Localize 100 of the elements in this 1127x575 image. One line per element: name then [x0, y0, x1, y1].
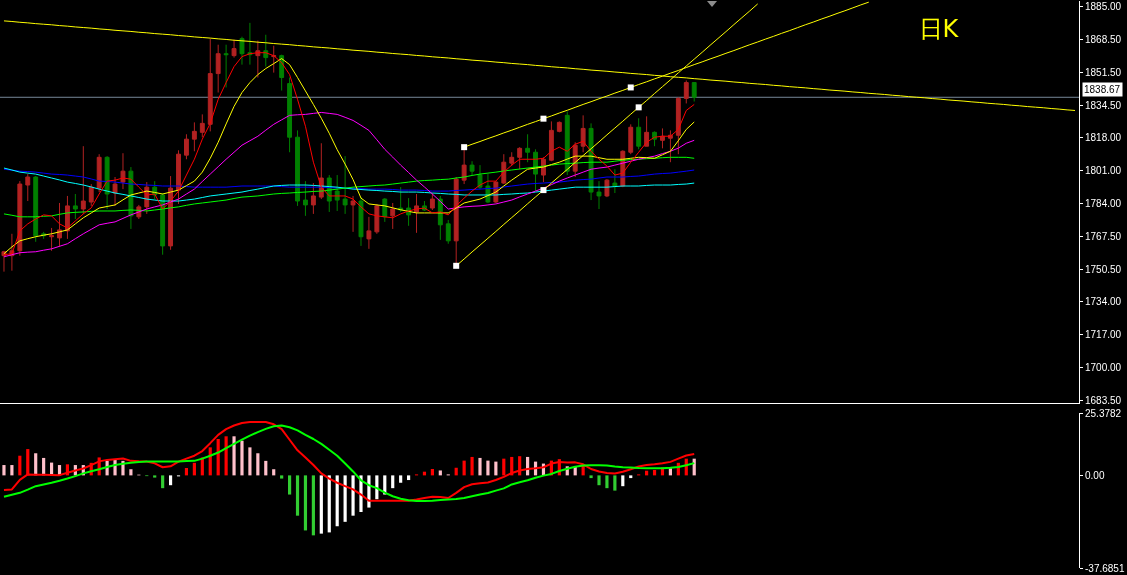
candlestick	[390, 202, 396, 230]
candlestick	[429, 192, 435, 211]
bar	[391, 475, 395, 489]
candlestick	[366, 216, 372, 250]
bar	[256, 453, 260, 476]
bar	[161, 475, 165, 489]
y-tick-label: -37.6851	[1085, 562, 1125, 574]
bar	[303, 475, 308, 531]
y-tick-label: 1801.00	[1085, 165, 1122, 177]
candlestick	[199, 113, 205, 138]
candlestick	[207, 38, 213, 132]
candlestick	[176, 149, 181, 205]
candlestick	[644, 115, 650, 147]
bar	[248, 447, 252, 476]
y-tick-label: 1868.50	[1085, 33, 1122, 45]
bar	[597, 475, 601, 486]
bar	[502, 458, 506, 476]
bar	[129, 469, 133, 476]
candlestick	[445, 219, 451, 245]
bar	[264, 460, 268, 476]
candlestick	[683, 79, 689, 104]
y-tick-label: 1784.00	[1085, 198, 1122, 210]
candlestick	[612, 168, 618, 194]
candlestick	[295, 129, 300, 207]
bar	[343, 475, 347, 522]
point	[635, 104, 642, 111]
bar	[327, 475, 331, 533]
bar	[240, 440, 244, 476]
text: 日K	[918, 14, 960, 43]
bar	[272, 469, 276, 476]
candlestick	[104, 155, 110, 210]
candlestick	[25, 173, 31, 202]
point	[627, 84, 634, 91]
bar	[335, 475, 339, 527]
y-tick-label: 1683.50	[1085, 394, 1122, 406]
candlestick	[374, 203, 380, 235]
candlestick	[96, 153, 102, 193]
bar	[351, 475, 355, 516]
bar	[311, 475, 315, 536]
bar	[407, 475, 411, 481]
y-tick-label: 1750.50	[1085, 263, 1122, 275]
candlestick	[247, 22, 253, 66]
bar	[192, 462, 196, 476]
candlestick	[342, 155, 348, 215]
point	[540, 187, 547, 194]
candlestick	[57, 202, 62, 248]
bar	[2, 465, 6, 476]
candlestick	[660, 127, 665, 149]
bar	[288, 475, 292, 495]
bar	[629, 475, 633, 479]
y-tick-label: 1734.00	[1085, 296, 1122, 308]
candlestick	[310, 182, 316, 215]
candlestick	[49, 227, 55, 252]
y-tick-label: 25.3782	[1085, 407, 1122, 419]
candlestick	[72, 193, 78, 220]
bar	[18, 455, 22, 476]
candlestick	[33, 175, 39, 243]
candlestick	[255, 40, 261, 78]
candlestick	[525, 133, 531, 163]
candlestick	[469, 160, 475, 176]
line-series	[3, 111, 695, 258]
y-tick-label: 1851.50	[1085, 66, 1122, 78]
bar	[478, 457, 482, 476]
candlestick	[453, 176, 459, 267]
candlestick	[604, 178, 610, 198]
bar	[153, 475, 157, 478]
candlestick	[628, 123, 634, 155]
y-tick-label: 1834.50	[1085, 99, 1122, 111]
bar	[10, 465, 14, 476]
candlestick	[556, 120, 562, 133]
bar	[295, 475, 300, 516]
candlestick	[184, 133, 189, 160]
ref-line-label: 1838.67	[1084, 84, 1121, 95]
candlestick	[191, 121, 197, 152]
candlestick	[691, 82, 697, 102]
bar	[470, 456, 474, 476]
candlestick	[287, 77, 293, 153]
y-tick-label: 1767.50	[1085, 230, 1122, 242]
candlestick	[271, 45, 277, 74]
bar	[430, 468, 434, 476]
bar	[319, 475, 323, 534]
point	[453, 262, 460, 269]
bar	[232, 436, 236, 476]
candlestick	[675, 96, 681, 155]
candlestick	[223, 44, 229, 88]
candlestick	[17, 180, 23, 257]
candlestick	[263, 34, 269, 68]
line-series	[3, 167, 695, 202]
y-tick-label: 1700.00	[1085, 362, 1122, 374]
bar	[486, 460, 490, 476]
y-tick-label: 1885.00	[1085, 1, 1122, 13]
bar	[589, 475, 593, 479]
candlestick	[580, 114, 586, 153]
bar	[621, 475, 625, 487]
bar	[438, 470, 442, 476]
candlestick	[215, 44, 221, 94]
candlestick	[239, 36, 245, 66]
bar	[184, 468, 189, 476]
candlestick	[548, 120, 554, 162]
candlestick	[88, 183, 94, 207]
